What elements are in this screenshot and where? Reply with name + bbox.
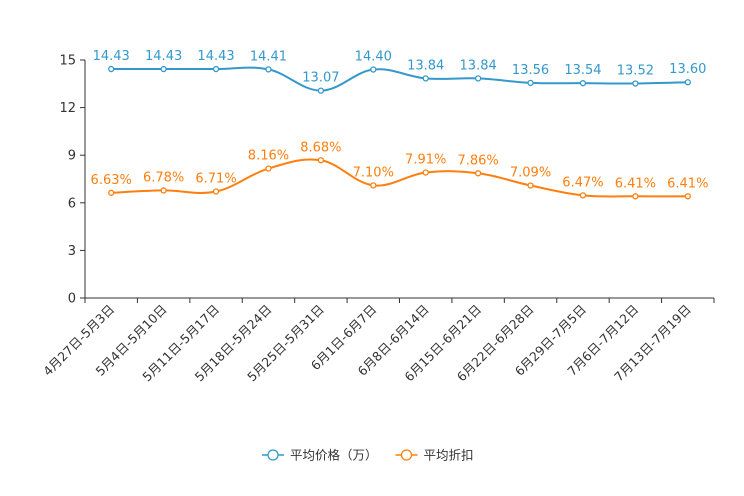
legend-label: 平均折扣 [424, 448, 474, 463]
y-tick-label: 12 [59, 101, 76, 116]
data-point[interactable] [422, 169, 429, 176]
data-point[interactable] [684, 193, 691, 200]
data-label: 6.41% [615, 176, 656, 191]
series-line [111, 158, 688, 198]
series-layer: 14.43 14.43 14.43 14.41 13.07 14.40 13.84 13.84… [91, 49, 708, 200]
data-point[interactable] [212, 188, 220, 195]
data-label: 8.68% [300, 140, 341, 155]
legend-marker [400, 449, 413, 461]
x-axis: 4月27日-5月3日5月4日-5月10日5月11日-5月17日5月18日-5月2… [40, 297, 715, 384]
data-label: 7.86% [457, 153, 498, 168]
data-label: 13.56 [512, 63, 549, 78]
data-point[interactable] [317, 87, 325, 94]
data-point[interactable] [422, 75, 429, 82]
data-label: 8.16% [248, 149, 289, 164]
data-point[interactable] [579, 192, 587, 199]
data-label: 13.52 [617, 63, 654, 78]
data-label: 6.63% [91, 173, 132, 188]
legend-item[interactable]: 平均价格（万） [262, 448, 378, 463]
data-point[interactable] [108, 189, 115, 196]
legend[interactable]: 平均价格（万） 平均折扣 [262, 448, 474, 463]
data-point[interactable] [265, 165, 272, 172]
data-point[interactable] [160, 187, 167, 194]
data-label: 14.43 [145, 49, 182, 64]
data-point[interactable] [474, 75, 482, 82]
data-point[interactable] [317, 157, 325, 164]
data-label: 7.09% [510, 166, 551, 181]
data-label: 14.40 [355, 50, 392, 65]
data-point[interactable] [684, 79, 691, 86]
data-point[interactable] [579, 80, 587, 87]
data-point[interactable] [265, 66, 272, 73]
data-label: 14.41 [250, 49, 287, 64]
series-0: 14.43 14.43 14.43 14.41 13.07 14.40 13.84 13.84… [93, 49, 706, 94]
data-label: 14.43 [197, 49, 234, 64]
data-label: 13.84 [460, 58, 497, 73]
data-point[interactable] [632, 80, 639, 87]
data-label: 14.43 [93, 49, 130, 64]
data-label: 6.41% [667, 176, 708, 191]
data-point[interactable] [527, 182, 534, 189]
data-point[interactable] [370, 66, 377, 73]
data-label: 13.60 [669, 62, 706, 77]
data-label: 6.47% [562, 175, 603, 190]
data-point[interactable] [474, 170, 482, 177]
data-point[interactable] [632, 193, 639, 200]
data-label: 6.78% [143, 170, 184, 185]
data-point[interactable] [212, 65, 220, 73]
data-label: 13.54 [564, 63, 601, 78]
data-point[interactable] [370, 182, 377, 189]
data-label: 6.71% [195, 172, 236, 187]
data-point[interactable] [527, 79, 534, 86]
legend-marker [267, 449, 279, 461]
y-tick-label: 15 [59, 54, 76, 69]
series-1: 6.63% 6.78% 6.71% 8.16% 8.68% 7.10% 7.91% 7.86%… [91, 140, 708, 200]
y-axis: 0 3 6 9 12 15 [59, 54, 86, 307]
y-tick-label: 3 [68, 244, 76, 259]
y-tick-label: 6 [68, 196, 76, 211]
data-label: 13.07 [302, 71, 339, 86]
y-tick-label: 9 [68, 149, 76, 164]
data-label: 13.84 [407, 58, 444, 73]
series-line [111, 66, 688, 92]
data-label: 7.91% [405, 152, 446, 167]
y-tick-label: 0 [68, 292, 76, 307]
legend-item[interactable]: 平均折扣 [395, 448, 474, 463]
data-label: 7.10% [353, 165, 394, 180]
data-point[interactable] [160, 65, 167, 73]
legend-label: 平均价格（万） [290, 448, 378, 463]
data-point[interactable] [108, 65, 115, 73]
